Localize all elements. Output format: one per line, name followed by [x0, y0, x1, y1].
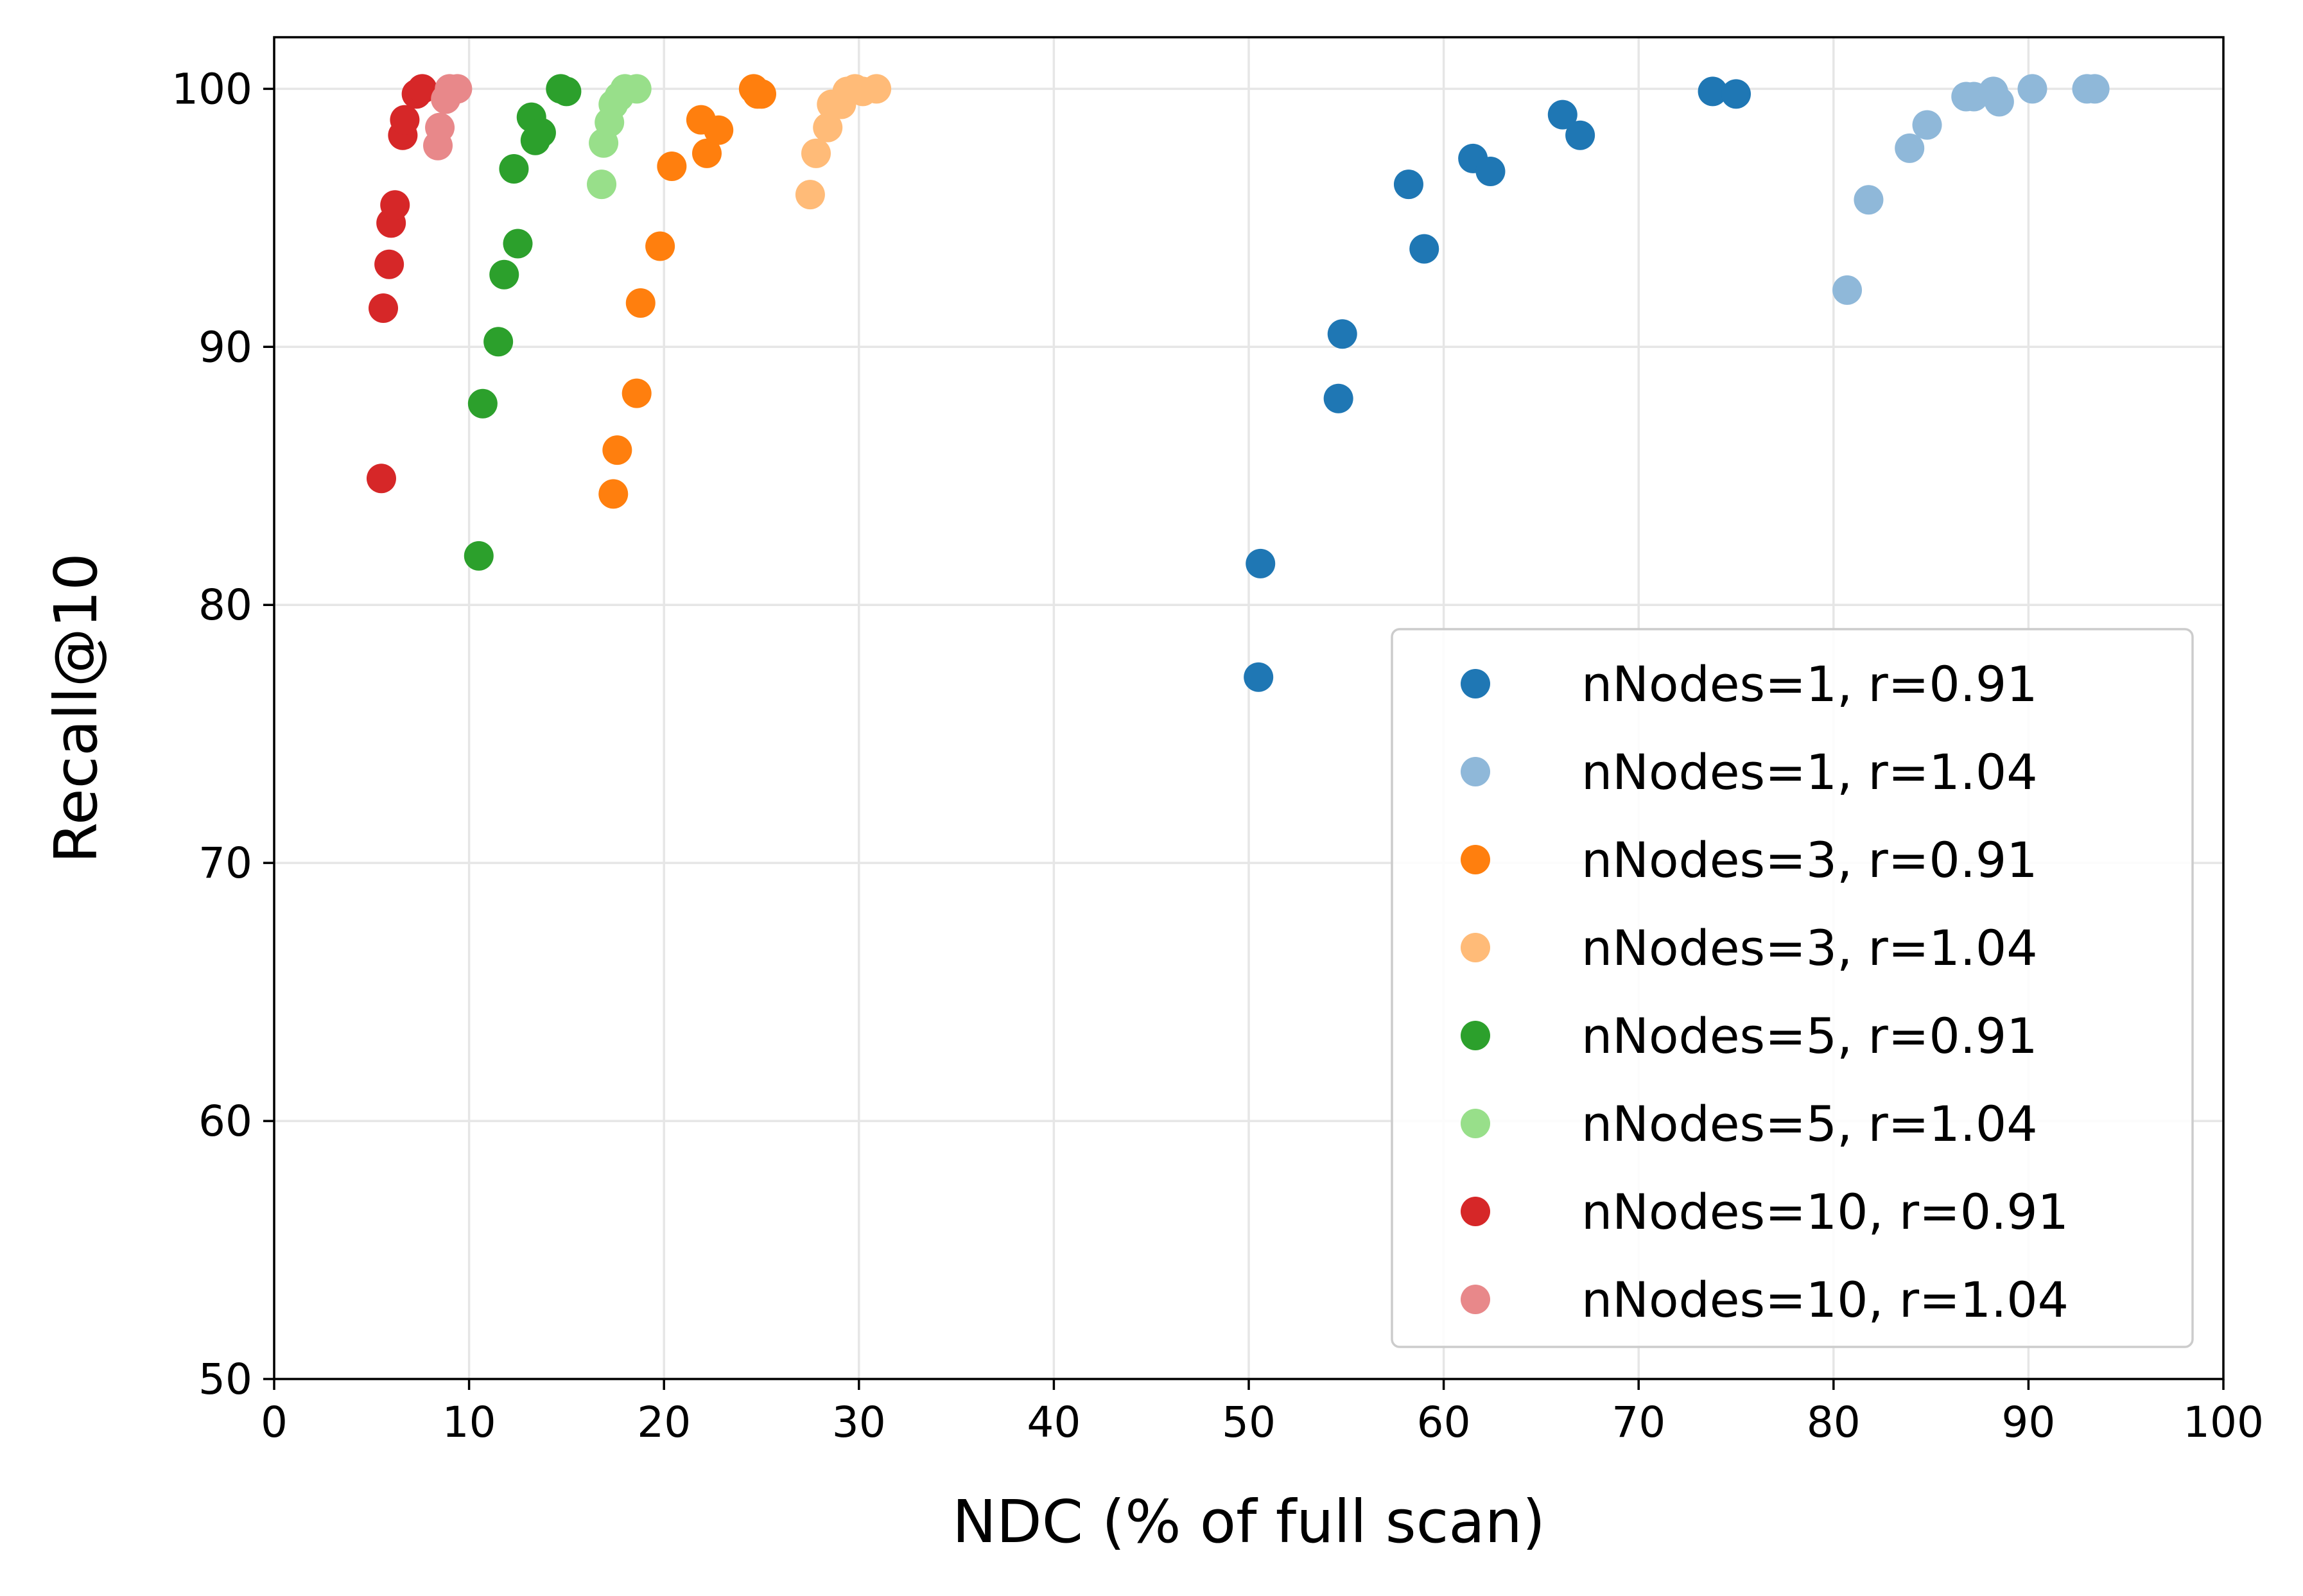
series-4-point [499, 153, 529, 184]
x-tick-label: 40 [1027, 1398, 1081, 1447]
series-2-point [657, 151, 687, 181]
series-4-point [552, 76, 582, 107]
series-6-point [380, 190, 410, 220]
legend-box [1391, 628, 2194, 1348]
series-2-point [621, 378, 652, 408]
legend-marker [1461, 1021, 1490, 1050]
x-tick-label: 10 [442, 1398, 496, 1447]
series-1-point [2017, 74, 2047, 104]
series-0-point [1323, 383, 1353, 413]
series-1-point [1832, 275, 1863, 305]
series-5-point [621, 74, 652, 104]
legend-marker [1461, 669, 1490, 698]
series-6-point [369, 293, 399, 324]
series-0-point [1393, 169, 1423, 200]
series-0-point [1698, 76, 1728, 107]
series-6-point [374, 249, 404, 279]
series-0-point [1475, 157, 1506, 186]
legend-marker [1461, 1197, 1490, 1226]
x-tick-label: 100 [2183, 1398, 2264, 1447]
series-4-point [489, 259, 519, 290]
legend-marker [1461, 1285, 1490, 1314]
series-4-point [526, 117, 556, 148]
y-tick-label: 80 [198, 580, 252, 630]
series-3-point [813, 112, 843, 143]
series-5-point [587, 169, 617, 200]
legend-label: nNodes=5, r=0.91 [1581, 1007, 2038, 1064]
series-3-point [795, 180, 825, 210]
legend-label: nNodes=3, r=1.04 [1581, 919, 2038, 976]
y-tick-label: 50 [198, 1355, 252, 1404]
y-tick-label: 60 [198, 1097, 252, 1146]
x-axis-ticks: 0 10 20 30 40 50 60 70 80 90 100 [261, 1379, 2264, 1447]
y-axis-label: Recall@10 [42, 553, 110, 863]
data-points [366, 74, 2110, 692]
series-0-point [1547, 100, 1577, 130]
series-0-point [1327, 319, 1357, 349]
series-1-point [1984, 87, 2014, 117]
series-0-point [1721, 79, 1751, 109]
series-2-point [704, 115, 734, 145]
legend-marker [1461, 845, 1490, 874]
series-4-point [483, 327, 514, 357]
legend-label: nNodes=1, r=0.91 [1581, 655, 2038, 713]
series-1-point [1912, 110, 1942, 140]
series-2-point [747, 79, 776, 109]
series-3-point [862, 74, 892, 104]
series-0-point [1246, 548, 1276, 578]
legend-label: nNodes=1, r=1.04 [1581, 743, 2038, 801]
series-2-point [602, 435, 632, 465]
x-axis-label: NDC (% of full scan) [952, 1488, 1545, 1556]
series-4-point [464, 541, 494, 571]
series-0-point [1244, 662, 1274, 692]
series-1-point [1854, 185, 1884, 215]
series-1-point [2080, 74, 2110, 104]
x-tick-label: 20 [637, 1398, 691, 1447]
x-tick-label: 30 [832, 1398, 886, 1447]
legend-label: nNodes=3, r=0.91 [1581, 831, 2038, 889]
y-tick-label: 90 [198, 322, 252, 372]
y-tick-label: 70 [198, 838, 252, 888]
series-0-point [1565, 120, 1595, 150]
series-6-point [390, 105, 420, 135]
x-tick-label: 80 [1807, 1398, 1861, 1447]
series-6-point [407, 74, 437, 104]
legend-label: nNodes=10, r=1.04 [1581, 1271, 2069, 1328]
series-2-point [691, 138, 722, 168]
x-tick-label: 50 [1222, 1398, 1276, 1447]
series-1-point [1895, 133, 1925, 163]
legend-marker [1461, 933, 1490, 962]
series-2-point [625, 288, 656, 318]
y-axis-ticks: 50 60 70 80 90 100 [171, 64, 274, 1404]
x-tick-label: 90 [2001, 1398, 2055, 1447]
x-tick-label: 60 [1417, 1398, 1471, 1447]
series-7-point [425, 112, 455, 143]
series-2-point [598, 479, 629, 509]
legend-marker [1461, 757, 1490, 786]
legend: nNodes=1, r=0.91 nNodes=1, r=1.04 nNodes=3… [1391, 628, 2194, 1348]
x-tick-label: 0 [261, 1398, 288, 1447]
legend-label: nNodes=5, r=1.04 [1581, 1095, 2038, 1152]
x-tick-label: 70 [1612, 1398, 1665, 1447]
series-3-point [801, 138, 831, 168]
series-4-point [503, 229, 533, 259]
series-7-point [442, 74, 473, 104]
series-0-point [1409, 234, 1439, 264]
series-6-point [366, 464, 396, 494]
legend-marker [1461, 1109, 1490, 1138]
y-tick-label: 100 [171, 64, 252, 114]
series-4-point [467, 388, 498, 419]
legend-label: nNodes=10, r=0.91 [1581, 1183, 2069, 1240]
series-2-point [645, 231, 675, 261]
